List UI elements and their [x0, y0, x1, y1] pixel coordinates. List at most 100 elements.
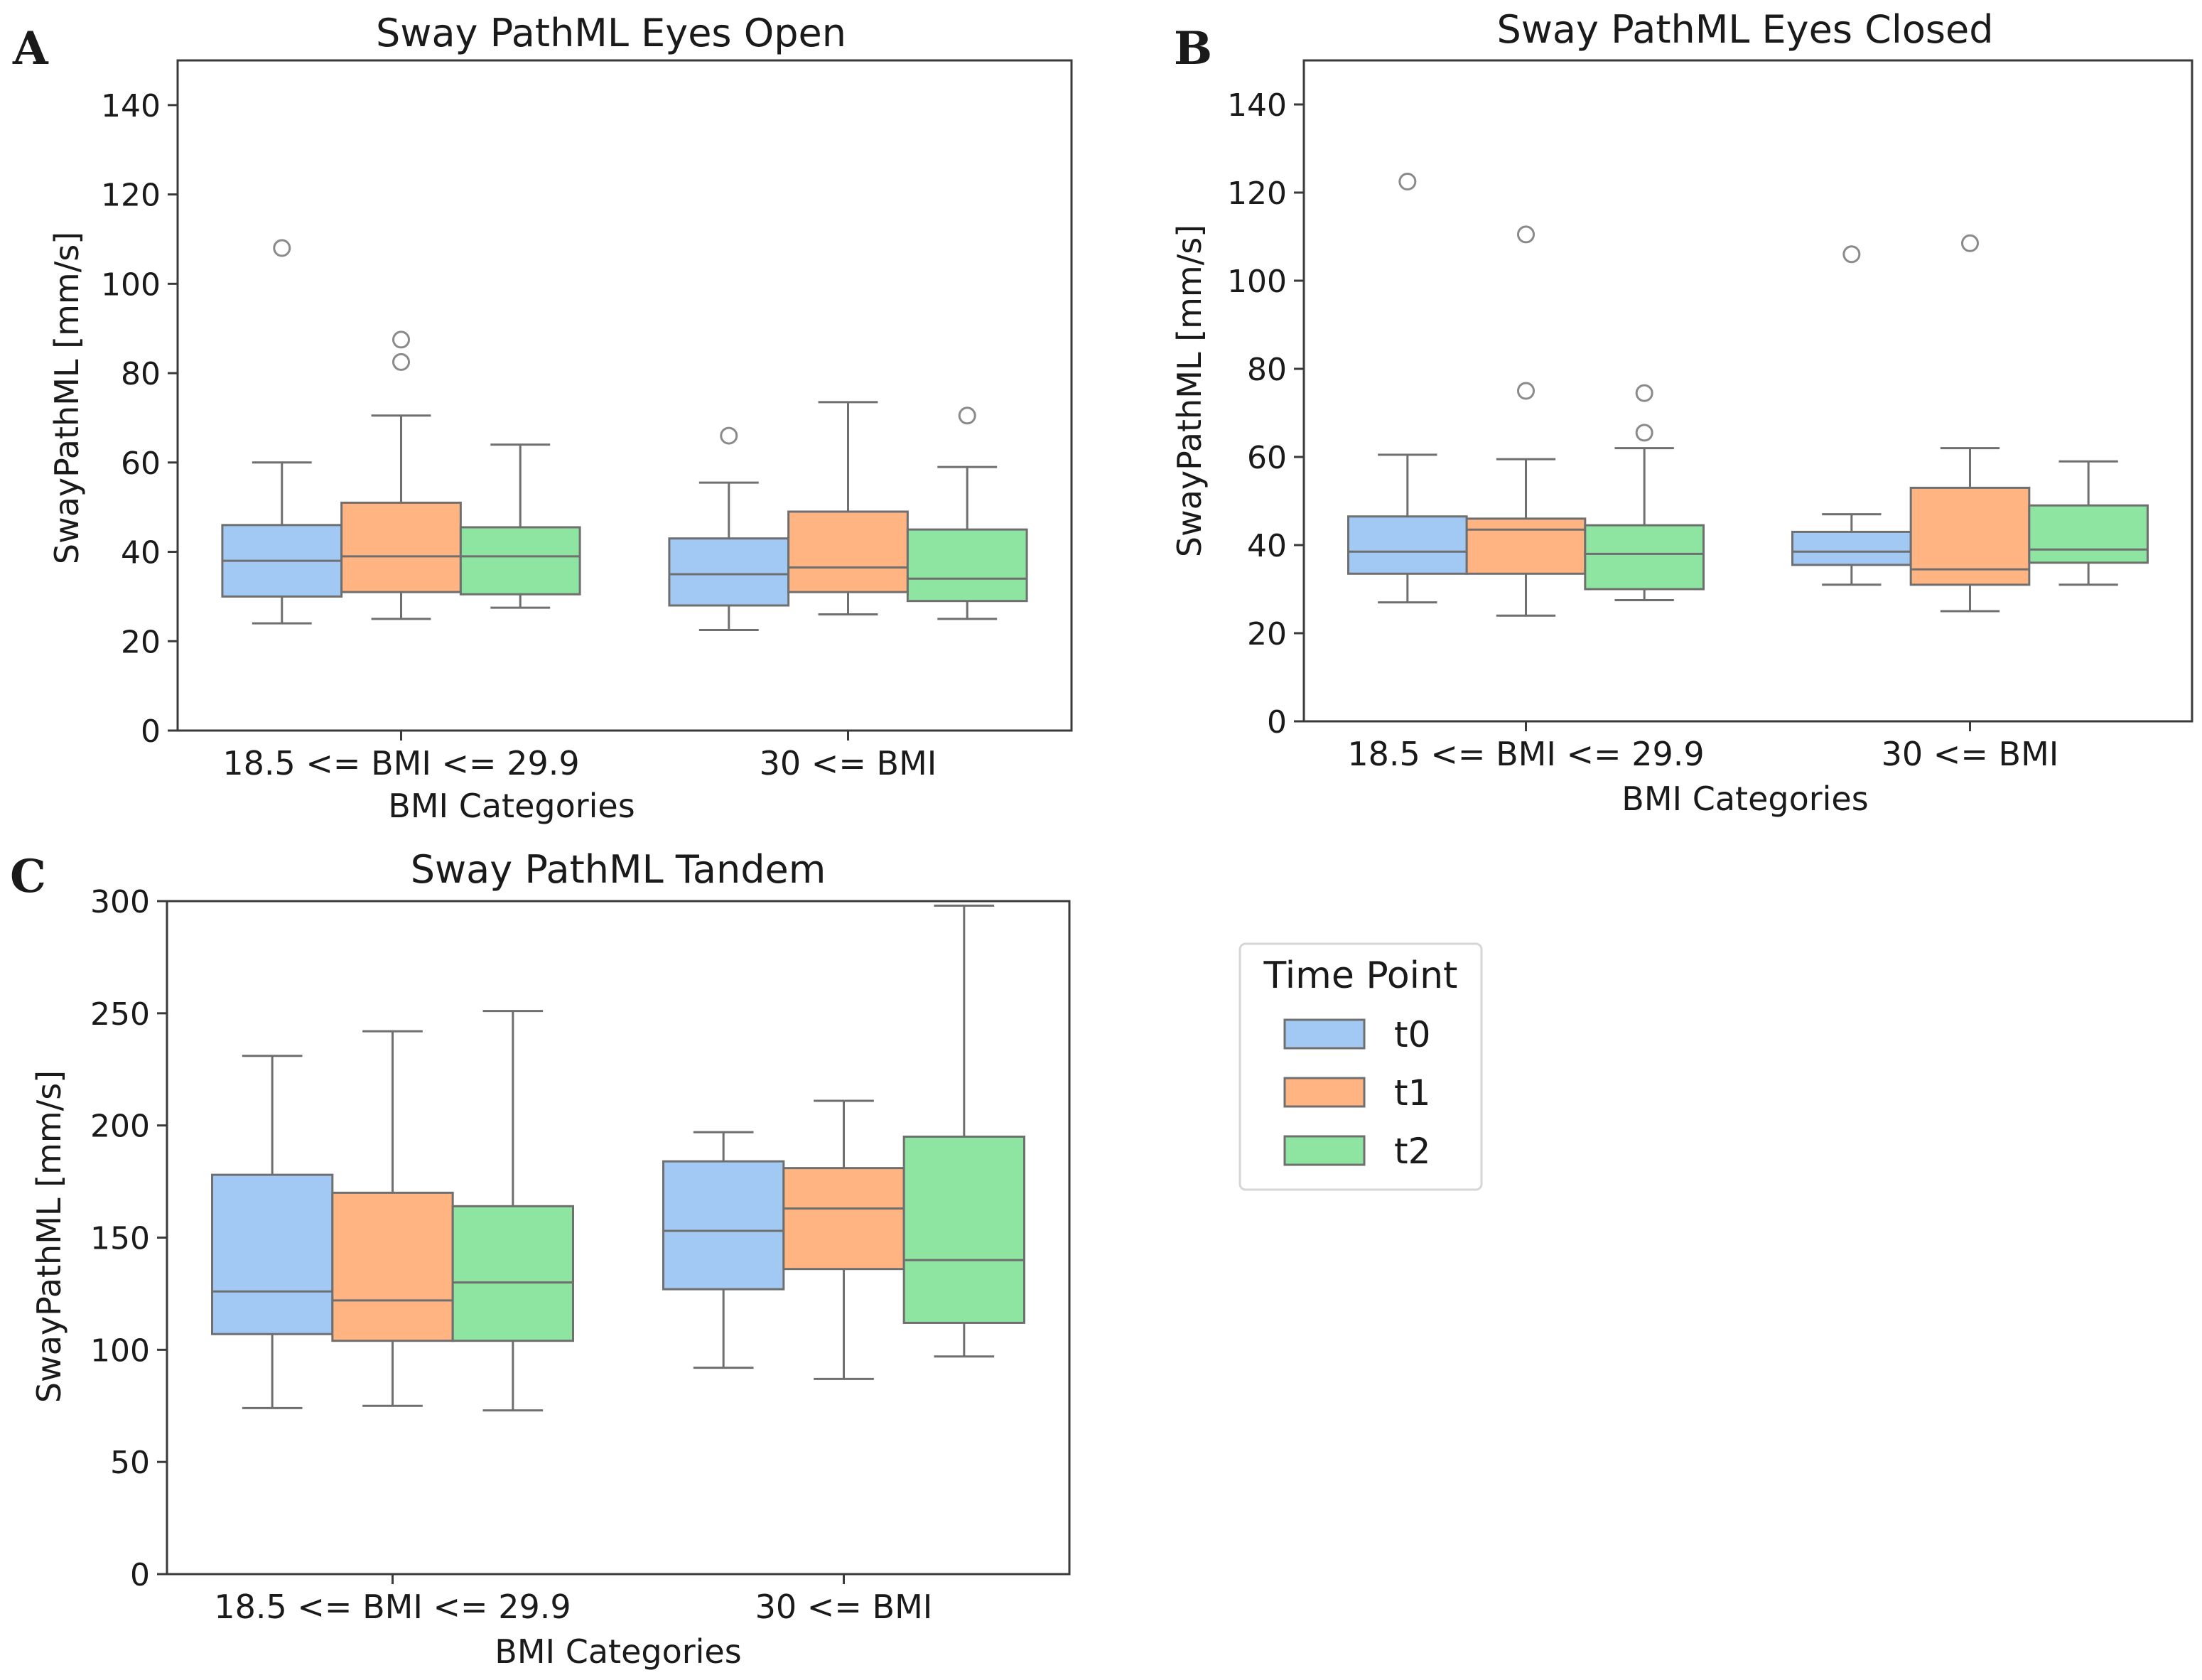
panel-a-ytick-label: 40	[121, 535, 161, 571]
panel-c-plot: 0 50 100 150 200 250 300 18.5 <= BMI <= 29.9 30 …	[90, 884, 1071, 1626]
panel-c-box-t2-cat2	[902, 904, 1025, 1358]
panel-b-ytick-label: 0	[1267, 704, 1287, 741]
outlier-point	[392, 352, 410, 371]
panel-b-xlabel: BMI Categories	[1621, 780, 1868, 818]
panel-c-ytick-label: 200	[90, 1109, 150, 1145]
panel-a-xtick-label: 30 <= BMI	[760, 744, 937, 782]
legend-swatch	[1283, 1135, 1366, 1166]
panel-a-ytick-label: 60	[121, 446, 161, 482]
legend-label: t0	[1394, 1014, 1430, 1055]
panel-b-letter: B	[1174, 22, 1212, 75]
panel-b-box-t0-cat1	[1347, 173, 1468, 604]
box-body	[902, 1135, 1025, 1324]
panel-c-xlabel: BMI Categories	[495, 1632, 741, 1671]
box-body	[1584, 524, 1705, 591]
panel-a-ytick-label: 20	[121, 624, 161, 660]
panel-a-box-t0-cat1	[221, 239, 343, 625]
panel-a-xlabel: BMI Categories	[388, 787, 635, 825]
panel-c-ytick-label: 0	[130, 1557, 150, 1593]
panel-b-ytick-label: 140	[1227, 87, 1287, 124]
panel-b-plot: 0 20 40 60 80 100 120 140 18.5 <= BMI <= 29.9 30 …	[1227, 59, 2193, 773]
legend-title: Time Point	[1263, 954, 1458, 997]
box-body	[662, 1160, 785, 1291]
panel-b: B Sway PathML Eyes Closed BMI Categories…	[1170, 7, 2193, 818]
panel-b-xtick-label: 30 <= BMI	[1882, 735, 2059, 773]
panel-a-ytick-label: 80	[121, 356, 161, 392]
panel-b-title: Sway PathML Eyes Closed	[1496, 7, 1993, 52]
panel-c-box-t1-cat1	[331, 1030, 454, 1407]
panel-b-axes-frame	[1302, 59, 2193, 723]
panel-a-letter: A	[12, 22, 49, 75]
box-body	[451, 1205, 575, 1342]
panel-a-ytick-label: 120	[101, 178, 161, 214]
panel-b-ytick-label: 20	[1247, 616, 1287, 652]
panel-a-ytick-label: 140	[101, 88, 161, 124]
panel-c-ytick-label: 150	[90, 1221, 150, 1257]
panel-c-box-t0-cat2	[662, 1131, 785, 1369]
panel-c-box-t1-cat2	[782, 1099, 905, 1380]
box-body	[331, 1191, 454, 1342]
legend-entry-t1: t1	[1283, 1072, 1430, 1114]
panel-c-box-t0-cat1	[211, 1055, 334, 1409]
panel-b-ytick-label: 100	[1227, 264, 1287, 300]
outlier-point	[1517, 225, 1535, 244]
panel-a-box-t2-cat2	[906, 406, 1028, 620]
panel-b-xtick-label: 18.5 <= BMI <= 29.9	[1347, 735, 1704, 773]
panel-a-box-t2-cat1	[459, 443, 581, 609]
panel-c-xtick-label: 30 <= BMI	[755, 1588, 933, 1626]
box-body	[787, 510, 909, 593]
panel-c-ytick-label: 300	[90, 884, 150, 920]
panel-b-box-t1-cat2	[1909, 234, 2031, 613]
outlier-point	[1517, 382, 1535, 400]
legend-swatch	[1283, 1077, 1366, 1108]
panel-c-box-t2-cat1	[451, 1010, 575, 1412]
panel-b-ytick-label: 40	[1247, 528, 1287, 564]
panel-a-title: Sway PathML Eyes Open	[376, 11, 846, 55]
panel-c-ylabel: SwayPathML [mm/s]	[30, 1070, 68, 1403]
panel-a-ytick-label: 100	[101, 266, 161, 303]
legend-entry-t2: t2	[1283, 1131, 1430, 1172]
panel-a-plot: 0 20 40 60 80 100 120 140 18.5 <= BMI <= 29.9 30 …	[101, 59, 1073, 782]
panel-a: A Sway PathML Eyes Open BMI Categories S…	[12, 11, 1073, 825]
panel-a-axes-frame	[176, 59, 1073, 732]
panel-b-box-t1-cat1	[1465, 225, 1587, 617]
outlier-point	[720, 426, 738, 445]
panel-a-box-t1-cat2	[787, 401, 909, 616]
outlier-point	[1961, 234, 1979, 252]
box-body	[340, 501, 462, 593]
legend-label: t2	[1394, 1131, 1430, 1172]
box-body	[1791, 530, 1912, 566]
legend-label: t1	[1394, 1072, 1430, 1114]
panel-b-ytick-label: 120	[1227, 176, 1287, 212]
panel-a-box-t0-cat2	[668, 426, 790, 632]
box-body	[782, 1167, 905, 1271]
box-body	[2028, 504, 2149, 564]
panel-c-ytick-label: 100	[90, 1332, 150, 1369]
outlier-point	[1842, 245, 1861, 264]
panel-a-xtick-label: 18.5 <= BMI <= 29.9	[222, 744, 579, 782]
panel-c-title: Sway PathML Tandem	[411, 847, 826, 892]
outlier-point	[958, 406, 976, 425]
outlier-point	[392, 330, 410, 349]
panel-c: C Sway PathML Tandem BMI Categories Sway…	[10, 847, 1071, 1671]
legend: Time Point t0 t1 t2	[1238, 942, 1483, 1191]
panel-a-box-t1-cat1	[340, 330, 462, 620]
panel-c-ytick-label: 50	[110, 1445, 150, 1481]
box-body	[459, 526, 581, 596]
outlier-point	[1635, 384, 1653, 402]
panel-c-ytick-label: 250	[90, 996, 150, 1033]
legend-entry-t0: t0	[1283, 1014, 1430, 1055]
box-body	[1465, 517, 1587, 575]
panel-a-ylabel: SwayPathML [mm/s]	[48, 232, 86, 564]
panel-b-ytick-label: 80	[1247, 352, 1287, 388]
box-body	[668, 537, 790, 607]
box-body	[211, 1173, 334, 1335]
box-body	[906, 528, 1028, 603]
panel-c-xtick-label: 18.5 <= BMI <= 29.9	[214, 1588, 571, 1626]
panel-b-ylabel: SwayPathML [mm/s]	[1170, 225, 1209, 557]
outlier-point	[1398, 173, 1417, 190]
panel-b-box-t2-cat2	[2028, 460, 2149, 586]
panel-c-letter: C	[10, 850, 46, 903]
